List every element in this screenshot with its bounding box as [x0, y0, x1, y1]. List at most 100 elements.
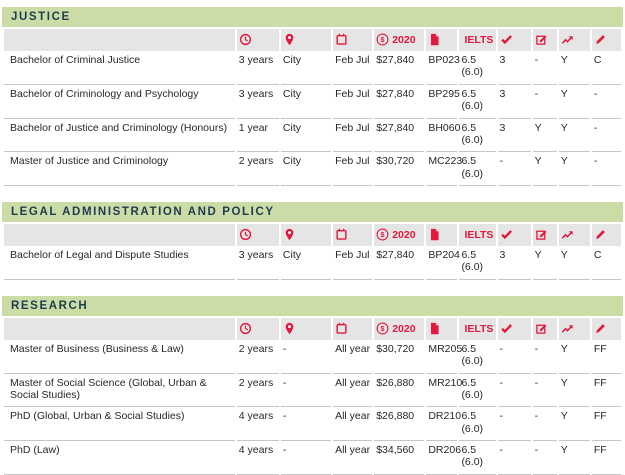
cell-ielts: 6.5 (6.0)	[459, 51, 496, 85]
cell-fees: $30,720	[374, 152, 425, 186]
ielts-label: IELTS	[464, 33, 494, 46]
program-row: Master of Business (Business & Law) 2 yea…	[4, 340, 621, 374]
program-row: Bachelor of Legal and Dispute Studies 3 y…	[4, 246, 621, 280]
dollar-circle-icon: $	[376, 228, 389, 241]
cell-intake: All year	[333, 374, 373, 408]
cell-selection-task: -	[532, 51, 557, 85]
edit-note-icon	[535, 322, 548, 335]
cell-campus: -	[280, 407, 332, 441]
svg-text:$: $	[381, 232, 385, 239]
cell-program: PhD (Global, Urban & Social Studies)	[4, 407, 235, 441]
cell-academic-entry: 3	[497, 51, 531, 85]
column-header-pathway	[558, 317, 590, 340]
cell-selection-task: -	[532, 85, 557, 119]
cell-credit: FF	[591, 441, 621, 475]
program-tables: JUSTICE $2020 IELTS Bachelor of Criminal …	[2, 7, 623, 475]
column-header-campus	[280, 29, 332, 51]
column-header-duration	[236, 317, 279, 340]
column-header-program	[4, 317, 235, 340]
dollar-circle-icon: $	[376, 33, 389, 46]
program-row: PhD (Global, Urban & Social Studies) 4 ye…	[4, 407, 621, 441]
trending-up-arrow-icon	[561, 33, 574, 46]
cell-fees: $27,840	[374, 119, 425, 153]
cell-fees: $34,560	[374, 441, 425, 475]
document-icon	[428, 228, 441, 241]
cell-pathway: Y	[558, 119, 590, 153]
column-header-ielts: IELTS	[459, 224, 496, 246]
cell-fees: $27,840	[374, 51, 425, 85]
calendar-icon	[335, 322, 348, 335]
cell-pathway: Y	[558, 152, 590, 186]
table-header-row: $2020 IELTS	[4, 29, 621, 51]
cell-program: Bachelor of Criminal Justice	[4, 51, 235, 85]
column-header-fees: $2020	[374, 29, 425, 51]
trending-up-arrow-icon	[561, 228, 574, 241]
column-header-intake	[333, 29, 373, 51]
cell-selection-task: -	[532, 441, 557, 475]
cell-ielts: 6.5 (6.0)	[459, 340, 496, 374]
cell-campus: City	[280, 119, 332, 153]
column-header-fees: $2020	[374, 317, 425, 340]
location-pin-icon	[283, 33, 296, 46]
column-header-program-code	[426, 29, 458, 51]
column-header-program	[4, 224, 235, 246]
cell-academic-entry: -	[497, 152, 531, 186]
svg-text:$: $	[381, 37, 385, 44]
clock-icon	[239, 322, 252, 335]
program-section: JUSTICE $2020 IELTS Bachelor of Criminal …	[2, 7, 623, 186]
column-header-credit	[591, 224, 621, 246]
cell-intake: Feb Jul	[333, 152, 373, 186]
cell-fees: $26,880	[374, 407, 425, 441]
column-header-academic-entry	[497, 224, 531, 246]
section-title: RESEARCH	[2, 295, 623, 316]
edit-note-icon	[535, 33, 548, 46]
location-pin-icon	[283, 228, 296, 241]
cell-fees: $27,840	[374, 246, 425, 280]
column-header-campus	[280, 224, 332, 246]
cell-academic-entry: -	[497, 374, 531, 408]
cell-duration: 2 years	[236, 374, 279, 408]
cell-ielts: 6.5 (6.0)	[459, 119, 496, 153]
cell-ielts: 6.5 (6.0)	[459, 407, 496, 441]
cell-duration: 4 years	[236, 441, 279, 475]
cell-intake: Feb Jul	[333, 85, 373, 119]
cell-academic-entry: -	[497, 340, 531, 374]
cell-fees: $30,720	[374, 340, 425, 374]
program-row: Master of Social Science (Global, Urban …	[4, 374, 621, 408]
cell-fees: $27,840	[374, 85, 425, 119]
section-title: LEGAL ADMINISTRATION AND POLICY	[2, 202, 623, 222]
program-table: $2020 IELTS Master of Business (Business …	[2, 317, 623, 475]
cell-campus: City	[280, 152, 332, 186]
cell-campus: -	[280, 441, 332, 475]
cell-selection-task: -	[532, 340, 557, 374]
cell-duration: 2 years	[236, 340, 279, 374]
program-row: Bachelor of Criminal Justice 3 years City F…	[4, 51, 621, 85]
program-section: RESEARCH $2020 IELTS Master of Business (…	[2, 295, 623, 475]
location-pin-icon	[283, 322, 296, 335]
cell-campus: City	[280, 85, 332, 119]
calendar-icon	[335, 33, 348, 46]
program-table: $2020 IELTS Bachelor of Legal and Dispute…	[2, 224, 623, 280]
cell-credit: FF	[591, 340, 621, 374]
cell-pathway: Y	[558, 340, 590, 374]
column-header-pathway	[558, 224, 590, 246]
cell-academic-entry: 3	[497, 119, 531, 153]
cell-credit: C	[591, 246, 621, 280]
pencil-icon	[594, 228, 607, 241]
cell-pathway: Y	[558, 246, 590, 280]
cell-intake: All year	[333, 441, 373, 475]
document-icon	[428, 322, 441, 335]
cell-intake: Feb Jul	[333, 246, 373, 280]
clock-icon	[239, 33, 252, 46]
column-header-credit	[591, 317, 621, 340]
ielts-label: IELTS	[464, 322, 494, 335]
checkmark-icon	[500, 322, 513, 335]
column-header-selection-task	[532, 224, 557, 246]
cell-campus: City	[280, 246, 332, 280]
column-header-campus	[280, 317, 332, 340]
cell-campus: -	[280, 374, 332, 408]
cell-ielts: 6.5 (6.0)	[459, 152, 496, 186]
cell-selection-task: -	[532, 374, 557, 408]
cell-duration: 1 year	[236, 119, 279, 153]
